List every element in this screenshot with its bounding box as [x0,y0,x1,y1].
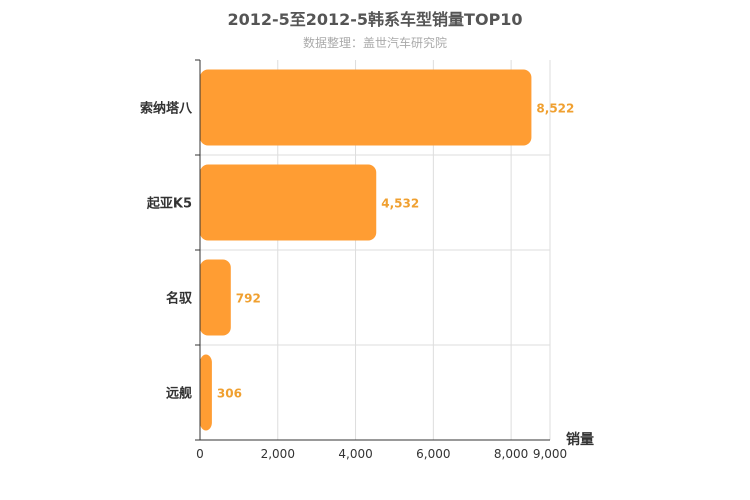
x-axis-title: 销量 [566,431,594,448]
data-label: 4,532 [381,197,419,211]
axis-layer [195,59,550,441]
category-label: 起亚K5 [146,196,192,212]
chart-subtitle: 数据整理：盖世汽车研究院 [302,36,447,50]
x-tick-label: 2,000 [261,447,295,461]
bar-layer [200,69,532,431]
x-tick-label: 9,000 [533,447,567,461]
data-label: 306 [217,387,242,401]
chart-title: 2012-5至2012-5韩系车型销量TOP10 [227,10,523,29]
category-label: 名驭 [166,291,193,307]
label-layer: 0 2,000 4,000 6,000 8,000 9,000 索纳塔八 8,522 起亚K5 4… [140,101,594,462]
x-tick-label: 8,000 [494,447,528,461]
x-tick-label: 4,000 [338,447,372,461]
category-label: 索纳塔八 [140,101,193,117]
category-label: 远舰 [166,386,192,402]
bar-1 [200,69,532,146]
bar-3 [200,259,231,336]
bar-2 [200,164,377,241]
data-label: 792 [236,292,261,306]
x-tick-label: 6,000 [416,447,450,461]
data-label: 8,522 [536,102,574,116]
x-tick-label: 0 [196,447,204,461]
bar-4 [200,354,212,431]
